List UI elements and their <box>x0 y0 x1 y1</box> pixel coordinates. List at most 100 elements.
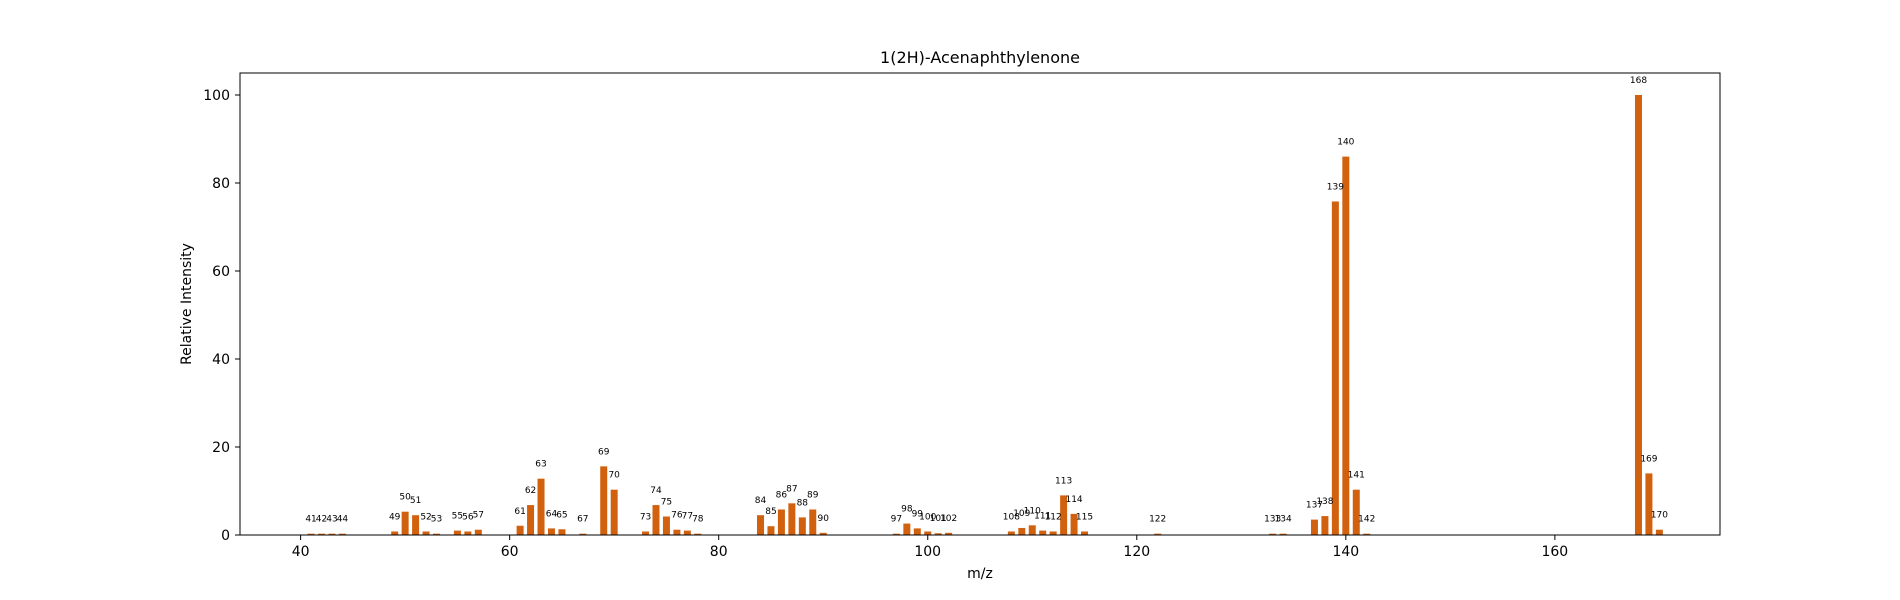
x-tick-label-140: 140 <box>1332 544 1359 560</box>
bar-mz-97 <box>892 533 900 535</box>
bar-label-mz-76: 76 <box>671 511 683 521</box>
bar-label-mz-112: 112 <box>1045 512 1062 522</box>
bar-mz-102 <box>945 532 953 535</box>
bar-label-mz-87: 87 <box>786 484 797 494</box>
bar-label-mz-51: 51 <box>410 496 421 506</box>
bar-label-mz-97: 97 <box>891 515 902 525</box>
bar-mz-101 <box>934 533 942 535</box>
bar-label-mz-41: 41 <box>305 515 316 525</box>
bar-label-mz-108: 108 <box>1003 512 1020 522</box>
bar-mz-51 <box>412 515 420 535</box>
x-tick-label-80: 80 <box>710 544 728 560</box>
bar-label-mz-98: 98 <box>901 505 913 515</box>
bar-mz-88 <box>798 517 806 535</box>
bars-layer <box>307 95 1663 536</box>
bar-label-mz-169: 169 <box>1640 454 1657 464</box>
bar-mz-57 <box>474 529 482 535</box>
bar-mz-110 <box>1028 525 1036 535</box>
bar-label-mz-134: 134 <box>1275 515 1292 525</box>
bar-label-mz-110: 110 <box>1024 506 1041 516</box>
bar-mz-98 <box>903 523 911 535</box>
bar-label-mz-111: 111 <box>1034 512 1051 522</box>
plot-frame <box>239 72 1721 536</box>
bar-label-mz-75: 75 <box>661 498 672 508</box>
bar-label-mz-65: 65 <box>556 510 567 520</box>
bar-mz-69 <box>600 466 608 535</box>
bar-label-mz-170: 170 <box>1651 511 1668 521</box>
bar-label-mz-141: 141 <box>1348 471 1365 481</box>
bar-mz-89 <box>809 509 817 535</box>
bar-mz-114 <box>1070 513 1078 535</box>
bar-label-mz-109: 109 <box>1013 509 1030 519</box>
bar-label-mz-55: 55 <box>452 512 463 522</box>
bar-label-mz-43: 43 <box>326 515 337 525</box>
bar-label-mz-73: 73 <box>640 512 651 522</box>
x-tick-label-120: 120 <box>1123 544 1150 560</box>
bar-mz-86 <box>777 509 785 535</box>
bar-mz-99 <box>913 528 921 535</box>
bar-mz-84 <box>757 515 765 535</box>
bar-label-mz-140: 140 <box>1337 138 1354 148</box>
bar-label-mz-67: 67 <box>577 515 588 525</box>
bar-label-mz-52: 52 <box>420 512 431 522</box>
x-tick-label-160: 160 <box>1541 544 1568 560</box>
bar-label-mz-57: 57 <box>473 511 484 521</box>
bar-mz-113 <box>1060 495 1068 535</box>
bar-mz-111 <box>1039 530 1047 535</box>
x-tick-label-100: 100 <box>914 544 941 560</box>
bar-mz-78 <box>694 533 702 535</box>
bar-mz-133 <box>1269 533 1277 535</box>
bar-label-mz-49: 49 <box>389 512 401 522</box>
x-axis-label: m/z <box>967 566 993 582</box>
bar-mz-52 <box>422 531 430 535</box>
chart-title: 1(2H)-Acenaphthylenone <box>880 48 1080 67</box>
y-axis: 0 20 40 60 80 100 <box>203 88 240 544</box>
bar-label-mz-137: 137 <box>1306 501 1323 511</box>
bar-mz-70 <box>610 489 618 535</box>
bar-label-mz-168: 168 <box>1630 76 1647 86</box>
bar-label-mz-115: 115 <box>1076 512 1093 522</box>
bar-label-mz-63: 63 <box>535 460 546 470</box>
bar-mz-100 <box>924 531 932 535</box>
bar-label-mz-64: 64 <box>546 509 558 519</box>
bar-label-mz-90: 90 <box>817 514 829 524</box>
bar-label-mz-78: 78 <box>692 515 704 525</box>
bar-mz-108 <box>1007 531 1015 535</box>
bar-mz-122 <box>1154 533 1162 535</box>
bar-mz-142 <box>1363 533 1371 535</box>
bar-mz-43 <box>328 533 336 535</box>
y-axis-label: Relative Intensity <box>179 243 195 365</box>
y-tick-label-20: 20 <box>212 440 230 456</box>
bar-label-mz-77: 77 <box>682 512 693 522</box>
x-tick-label-60: 60 <box>501 544 519 560</box>
bar-label-mz-113: 113 <box>1055 476 1072 486</box>
bar-label-mz-133: 133 <box>1264 515 1281 525</box>
bar-label-mz-89: 89 <box>807 490 819 500</box>
bar-label-mz-139: 139 <box>1327 182 1344 192</box>
bar-mz-73 <box>642 531 650 535</box>
x-tick-label-40: 40 <box>292 544 310 560</box>
bar-mz-115 <box>1081 531 1089 535</box>
bar-label-mz-69: 69 <box>598 447 610 457</box>
bar-mz-53 <box>433 533 440 535</box>
bar-mz-85 <box>767 526 775 535</box>
bar-mz-168 <box>1634 95 1642 535</box>
bar-mz-67 <box>579 533 587 535</box>
bar-label-mz-42: 42 <box>316 515 327 525</box>
bar-mz-75 <box>662 516 670 535</box>
bar-label-mz-102: 102 <box>940 514 957 524</box>
bar-mz-139 <box>1331 201 1339 536</box>
bar-mz-64 <box>547 528 555 535</box>
bar-mz-90 <box>819 532 827 535</box>
bar-label-mz-44: 44 <box>337 515 349 525</box>
bar-label-mz-62: 62 <box>525 486 536 496</box>
bar-mz-50 <box>401 511 409 535</box>
bar-label-mz-50: 50 <box>399 493 411 503</box>
bar-label-mz-114: 114 <box>1065 495 1082 505</box>
bar-label-mz-122: 122 <box>1149 515 1166 525</box>
bar-label-mz-70: 70 <box>608 471 620 481</box>
bar-mz-41 <box>307 533 315 535</box>
